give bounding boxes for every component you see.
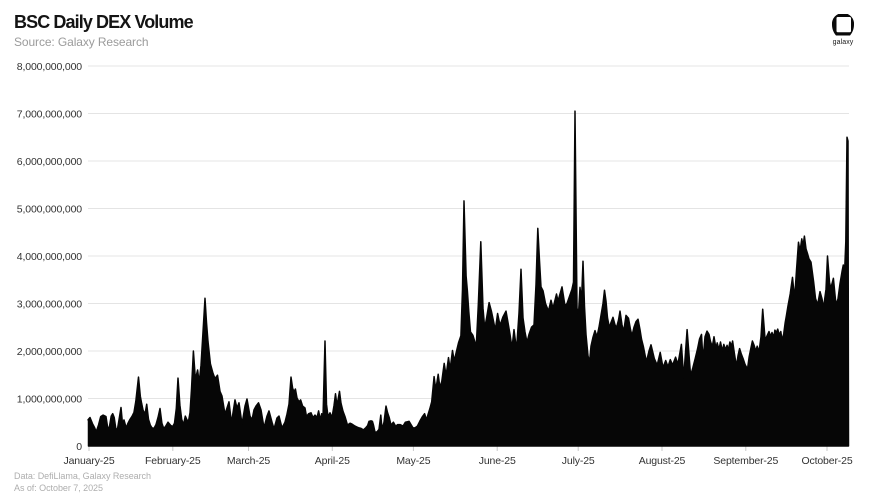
svg-text:January-25: January-25 bbox=[63, 455, 114, 467]
svg-text:May-25: May-25 bbox=[396, 455, 430, 467]
svg-text:1,000,000,000: 1,000,000,000 bbox=[17, 393, 83, 405]
svg-text:October-25: October-25 bbox=[801, 455, 852, 467]
svg-text:April-25: April-25 bbox=[315, 455, 350, 467]
svg-text:August-25: August-25 bbox=[639, 455, 686, 467]
svg-text:June-25: June-25 bbox=[479, 455, 516, 467]
svg-text:July-25: July-25 bbox=[562, 455, 595, 467]
svg-text:2,000,000,000: 2,000,000,000 bbox=[17, 346, 83, 358]
svg-text:September-25: September-25 bbox=[713, 455, 778, 467]
svg-text:0: 0 bbox=[76, 441, 82, 453]
svg-text:6,000,000,000: 6,000,000,000 bbox=[17, 156, 83, 168]
svg-text:February-25: February-25 bbox=[145, 455, 201, 467]
svg-text:7,000,000,000: 7,000,000,000 bbox=[17, 108, 83, 120]
svg-text:8,000,000,000: 8,000,000,000 bbox=[17, 61, 83, 73]
svg-text:3,000,000,000: 3,000,000,000 bbox=[17, 298, 83, 310]
svg-text:4,000,000,000: 4,000,000,000 bbox=[17, 251, 83, 263]
svg-text:March-25: March-25 bbox=[227, 455, 270, 467]
svg-text:5,000,000,000: 5,000,000,000 bbox=[17, 203, 83, 215]
